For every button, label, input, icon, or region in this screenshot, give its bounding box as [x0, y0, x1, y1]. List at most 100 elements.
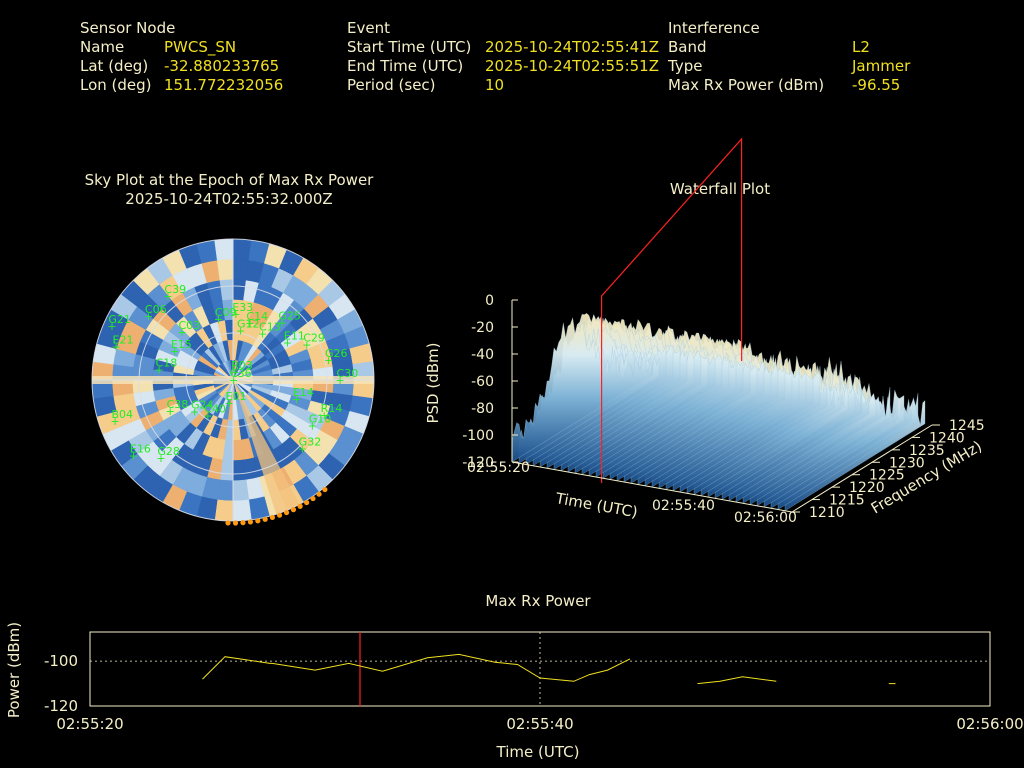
waterfall-z-tick-label: -80 — [471, 401, 494, 417]
maxpower-x-tick-label: 02:55:40 — [506, 715, 573, 733]
satellite-label: E33 — [232, 301, 253, 314]
satellite-label: E01 — [226, 390, 247, 403]
satellite-label: C30 — [337, 367, 359, 380]
satellite-marker: + — [283, 336, 292, 349]
waterfall-time-axis — [511, 461, 793, 513]
interference-type-label: Type — [668, 57, 703, 75]
satellite-marker: + — [166, 405, 175, 418]
jammer-point — [304, 499, 310, 506]
skyplot-cell — [214, 499, 234, 521]
satellite-marker: + — [258, 327, 267, 340]
skyplot-cell — [232, 459, 247, 481]
interference-title: Interference — [668, 19, 760, 37]
satellite-label: B04 — [111, 408, 133, 421]
satellite-marker: + — [110, 415, 119, 428]
satellite-label: C29 — [303, 331, 325, 344]
satellite-marker: + — [225, 397, 234, 410]
satellite-marker: + — [177, 326, 186, 339]
satellite-marker: + — [231, 308, 240, 321]
maxpower-series-line — [202, 653, 631, 682]
satellite-label: G32 — [299, 436, 322, 449]
satellite-label: C09 — [215, 306, 237, 319]
satellite-label: E15 — [171, 338, 192, 351]
waterfall-time-tick-label: 02:55:20 — [467, 460, 530, 476]
satellite-label: G12 — [237, 317, 260, 330]
jammer-point — [255, 518, 261, 524]
interference-power-value: -96.55 — [852, 76, 901, 94]
interference-type-value: Jammer — [852, 57, 911, 75]
interference-power-label: Max Rx Power (dBm) — [668, 76, 825, 94]
sensor-title: Sensor Node — [80, 19, 176, 37]
skyplot: +C36+R03+G12+E33+C14+C13+G25+E11+C29+G26… — [91, 238, 375, 526]
waterfall-freq-tick-label: 1245 — [949, 418, 985, 434]
waterfall-zlabel: PSD (dBm) — [424, 342, 442, 423]
jammer-point — [316, 491, 322, 497]
maxpower-title: Max Rx Power — [485, 592, 591, 610]
waterfall-title: Waterfall Plot — [669, 180, 771, 198]
satellite-label: R03 — [231, 359, 253, 372]
satellite-label: E21 — [113, 333, 134, 346]
satellite-marker: + — [156, 452, 165, 465]
satellite-marker: + — [203, 409, 212, 422]
satellite-label: G26 — [325, 347, 348, 360]
maxpower-y-tick-label: -120 — [44, 697, 78, 715]
satellite-marker: + — [336, 374, 345, 387]
waterfall-surface-strip — [511, 317, 653, 463]
skyplot-background — [92, 239, 374, 521]
interference-band-value: L2 — [852, 38, 870, 56]
jammer-point — [225, 520, 231, 526]
satellite-marker: + — [170, 345, 179, 358]
jammer-point — [276, 512, 283, 518]
skyplot-cell — [219, 279, 234, 301]
jammer-point — [247, 519, 254, 525]
satellite-label: R14 — [321, 402, 343, 415]
satellite-marker: + — [302, 338, 311, 351]
sensor-lat-label: Lat (deg) — [80, 57, 149, 75]
skyplot-subtitle: 2025-10-24T02:55:32.000Z — [125, 190, 333, 208]
sensor-lon-value: 151.772232056 — [164, 76, 284, 94]
satellite-label: C18 — [156, 357, 178, 370]
satellite-marker: + — [163, 290, 172, 303]
satellite-marker: + — [230, 366, 239, 379]
maxpower-y-tick-label: -100 — [44, 652, 78, 670]
maxpower-series-line — [697, 676, 777, 685]
interference-band-label: Band — [668, 38, 707, 56]
event-start-value: 2025-10-24T02:55:41Z — [485, 38, 659, 56]
satellite-marker: + — [190, 406, 199, 419]
satellite-marker: + — [236, 324, 245, 337]
jammer-point — [269, 514, 276, 521]
satellite-label: E11 — [284, 329, 305, 342]
waterfall-time-tick-label: 02:56:00 — [734, 510, 797, 526]
satellite-label: G28 — [157, 445, 180, 458]
maxpower-ylabel: Power (dBm) — [5, 622, 23, 718]
jammer-point — [262, 516, 268, 522]
satellite-label: G21 — [108, 313, 131, 326]
satellite-label: C36 — [230, 367, 252, 380]
waterfall-z-tick-label: -120 — [462, 455, 494, 471]
satellite-marker: + — [292, 393, 301, 406]
satellite-marker: + — [277, 316, 286, 329]
waterfall-freq-tick-label: 1235 — [909, 443, 945, 459]
satellite-label: C39 — [164, 283, 186, 296]
jammer-point — [283, 509, 290, 516]
satellite-marker: + — [155, 364, 164, 377]
satellite-marker: + — [107, 320, 116, 333]
skyplot-cell — [232, 239, 252, 261]
event-end-value: 2025-10-24T02:55:51Z — [485, 57, 659, 75]
satellite-marker: + — [320, 409, 329, 422]
jammer-point — [232, 520, 239, 526]
maxpower-xlabel: Time (UTC) — [496, 743, 580, 761]
event-title: Event — [347, 19, 390, 37]
skyplot-cell — [232, 479, 250, 502]
waterfall-xlabel: Time (UTC) — [553, 489, 639, 521]
satellite-marker: + — [324, 354, 333, 367]
waterfall-z-tick-label: -40 — [471, 347, 494, 363]
waterfall-epoch-marker — [601, 137, 743, 478]
satellite-marker: + — [214, 313, 223, 326]
satellite-label: G24 — [191, 399, 214, 412]
satellite-marker: + — [245, 317, 254, 330]
waterfall-freq-tick-label: 1215 — [829, 493, 865, 509]
